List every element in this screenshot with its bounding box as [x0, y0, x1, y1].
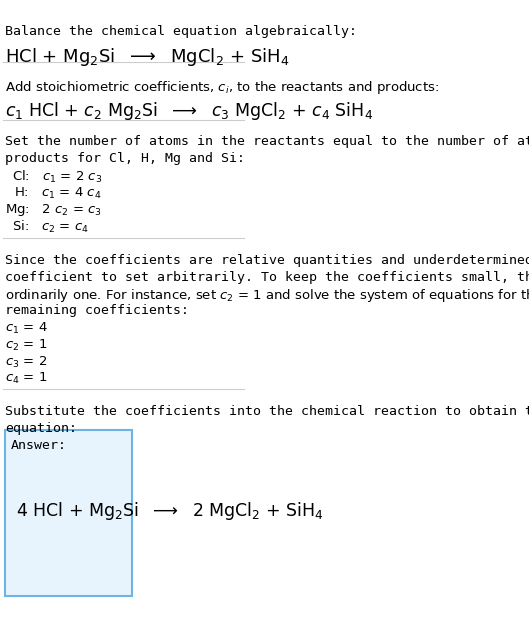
Text: ordinarily one. For instance, set $c_2$ = 1 and solve the system of equations fo: ordinarily one. For instance, set $c_2$ … [5, 287, 529, 304]
Text: $c_1$ = 4: $c_1$ = 4 [5, 321, 48, 336]
Text: Since the coefficients are relative quantities and underdetermined, choose a: Since the coefficients are relative quan… [5, 254, 529, 267]
FancyBboxPatch shape [5, 429, 132, 596]
Text: $c_4$ = 1: $c_4$ = 1 [5, 371, 48, 386]
Text: products for Cl, H, Mg and Si:: products for Cl, H, Mg and Si: [5, 152, 245, 165]
Text: Add stoichiometric coefficients, $c_i$, to the reactants and products:: Add stoichiometric coefficients, $c_i$, … [5, 78, 440, 95]
Text: Balance the chemical equation algebraically:: Balance the chemical equation algebraica… [5, 24, 357, 38]
Text: $c_1$ HCl + $c_2$ Mg$_2$Si  $\longrightarrow$  $c_3$ MgCl$_2$ + $c_4$ SiH$_4$: $c_1$ HCl + $c_2$ Mg$_2$Si $\longrightar… [5, 100, 373, 122]
Text: 4 HCl + Mg$_2$Si  $\longrightarrow$  2 MgCl$_2$ + SiH$_4$: 4 HCl + Mg$_2$Si $\longrightarrow$ 2 MgC… [16, 500, 324, 522]
Text: Mg:   2 $c_2$ = $c_3$: Mg: 2 $c_2$ = $c_3$ [5, 203, 102, 218]
Text: Set the number of atoms in the reactants equal to the number of atoms in the: Set the number of atoms in the reactants… [5, 135, 529, 148]
Text: Cl:   $c_1$ = 2 $c_3$: Cl: $c_1$ = 2 $c_3$ [12, 169, 103, 185]
Text: HCl + Mg$_2$Si  $\longrightarrow$  MgCl$_2$ + SiH$_4$: HCl + Mg$_2$Si $\longrightarrow$ MgCl$_2… [5, 46, 290, 68]
Text: coefficient to set arbitrarily. To keep the coefficients small, the arbitrary va: coefficient to set arbitrarily. To keep … [5, 271, 529, 283]
Text: equation:: equation: [5, 422, 77, 435]
Text: Si:   $c_2$ = $c_4$: Si: $c_2$ = $c_4$ [12, 219, 89, 235]
Text: remaining coefficients:: remaining coefficients: [5, 304, 189, 317]
Text: $c_2$ = 1: $c_2$ = 1 [5, 338, 48, 353]
Text: Answer:: Answer: [11, 439, 67, 452]
Text: Substitute the coefficients into the chemical reaction to obtain the balanced: Substitute the coefficients into the che… [5, 406, 529, 418]
Text: H:   $c_1$ = 4 $c_4$: H: $c_1$ = 4 $c_4$ [14, 186, 101, 201]
Text: $c_3$ = 2: $c_3$ = 2 [5, 354, 48, 369]
